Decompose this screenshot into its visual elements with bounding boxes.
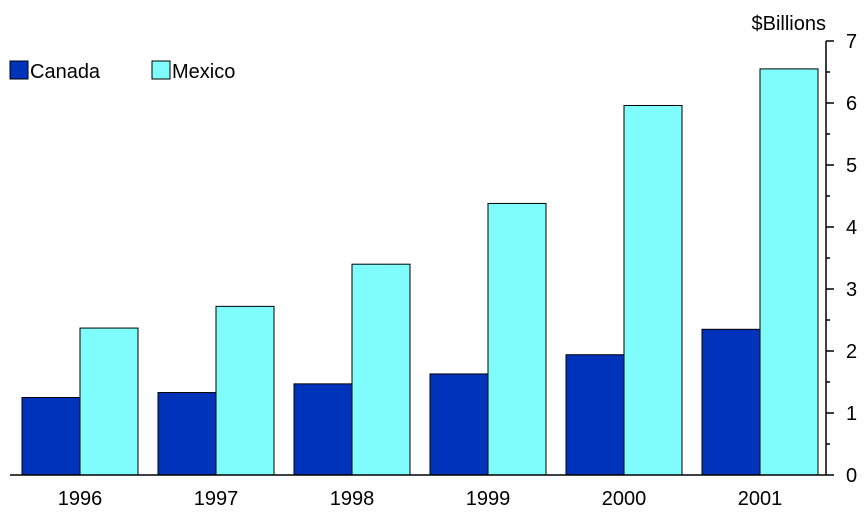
legend-label-mexico: Mexico bbox=[172, 61, 235, 83]
y-axis-ticks: 0 1 2 3 4 5 6 7 bbox=[826, 31, 857, 487]
bar-mexico-2000 bbox=[623, 104, 683, 476]
y-tick-label: 7 bbox=[846, 31, 857, 53]
y-tick-label: 5 bbox=[846, 155, 857, 177]
bar-mexico-1999 bbox=[487, 202, 547, 476]
bar-canada-1999 bbox=[429, 373, 489, 476]
legend-swatch-canada bbox=[9, 60, 29, 80]
x-tick-label: 1999 bbox=[466, 488, 511, 510]
bar-mexico-1997 bbox=[215, 305, 275, 476]
y-tick-label: 0 bbox=[846, 465, 857, 487]
x-tick-label: 1998 bbox=[330, 488, 375, 510]
bar-mexico-1998 bbox=[351, 263, 411, 476]
x-tick-label: 2000 bbox=[602, 488, 647, 510]
y-tick-label: 3 bbox=[846, 279, 857, 301]
bar-canada-1996 bbox=[21, 397, 81, 476]
bar-mexico-2001 bbox=[759, 68, 819, 476]
x-tick-label: 1996 bbox=[58, 488, 103, 510]
bar-canada-2001 bbox=[701, 328, 761, 476]
bar-canada-1997 bbox=[157, 392, 217, 476]
legend-label-canada: Canada bbox=[30, 61, 101, 83]
bars-layer bbox=[21, 68, 819, 476]
x-tick-label: 2001 bbox=[738, 488, 783, 510]
bar-canada-2000 bbox=[565, 354, 625, 476]
x-axis-tick-labels: 1996 1997 1998 1999 2000 2001 bbox=[58, 488, 783, 510]
y-tick-label: 2 bbox=[846, 341, 857, 363]
y-tick-label: 6 bbox=[846, 93, 857, 115]
bar-canada-1998 bbox=[293, 383, 353, 476]
bar-mexico-1996 bbox=[79, 327, 139, 476]
legend: Canada Mexico bbox=[9, 60, 235, 83]
y-tick-label: 1 bbox=[846, 403, 857, 425]
y-tick-label: 4 bbox=[846, 217, 857, 239]
y-axis-unit-label: $Billions bbox=[752, 13, 826, 35]
legend-swatch-mexico bbox=[151, 60, 171, 80]
x-tick-label: 1997 bbox=[194, 488, 239, 510]
